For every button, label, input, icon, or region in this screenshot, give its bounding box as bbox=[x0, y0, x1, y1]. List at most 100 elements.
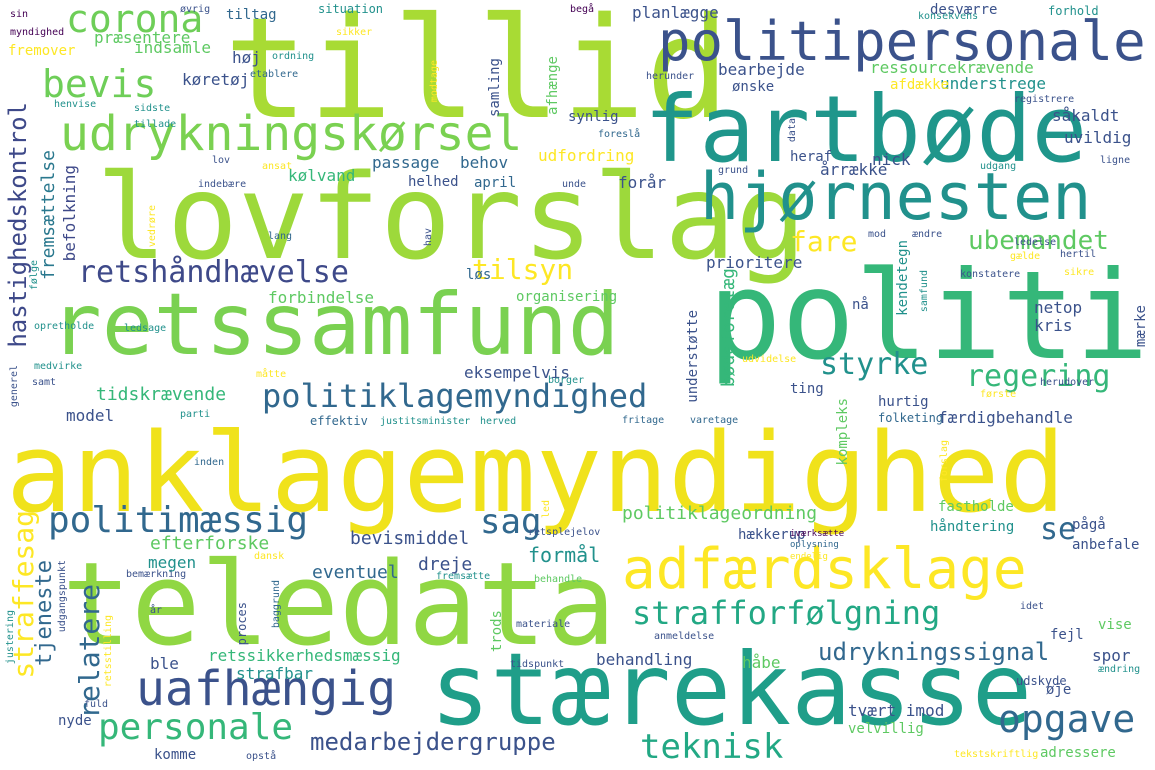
word: tidspunkt bbox=[510, 659, 565, 670]
word: retssikkerhedsmæssig bbox=[208, 646, 401, 665]
word: indebære bbox=[198, 179, 247, 190]
word: personale bbox=[98, 707, 294, 748]
word: strafforfølgning bbox=[632, 594, 941, 632]
word: lang bbox=[268, 231, 293, 242]
word: ubemandet bbox=[968, 226, 1109, 256]
word: tillade bbox=[134, 119, 177, 130]
word: hurtig bbox=[878, 394, 929, 410]
word: data bbox=[787, 118, 798, 143]
word: sidste bbox=[134, 103, 171, 114]
word: heraf bbox=[790, 149, 833, 165]
word: retsstilling bbox=[103, 615, 114, 688]
word: varetage bbox=[690, 415, 739, 426]
word: effektiv bbox=[310, 414, 368, 428]
word: helhed bbox=[408, 174, 459, 190]
word: idet bbox=[1020, 601, 1045, 612]
word: corona bbox=[66, 0, 204, 41]
word: understrege bbox=[940, 74, 1046, 93]
word: spor bbox=[1092, 646, 1131, 665]
word: fritage bbox=[622, 415, 665, 426]
word: vise bbox=[1098, 617, 1132, 633]
word: ændre bbox=[912, 229, 943, 240]
word: synlig bbox=[568, 109, 619, 125]
word: samt bbox=[32, 377, 57, 388]
word: mærke bbox=[1133, 305, 1149, 348]
word: organisering bbox=[516, 289, 618, 305]
word: kris bbox=[1034, 316, 1073, 335]
word: forbindelse bbox=[268, 288, 374, 307]
word: endelig bbox=[790, 552, 828, 562]
word: behandle bbox=[534, 574, 583, 585]
word: pågå bbox=[1072, 517, 1106, 533]
word: lovforslag bbox=[96, 148, 807, 286]
word: efterforske bbox=[150, 533, 270, 554]
word: nå bbox=[852, 297, 869, 313]
word: tilsyn bbox=[472, 253, 574, 286]
word: opgave bbox=[998, 697, 1136, 741]
word: sin bbox=[10, 9, 29, 20]
word: øvrig bbox=[180, 4, 211, 15]
word: samfund bbox=[919, 270, 930, 313]
word: komme bbox=[154, 747, 197, 763]
word: såkaldt bbox=[1052, 106, 1120, 125]
word: situation bbox=[318, 2, 384, 16]
word: løs bbox=[466, 267, 492, 283]
word: justitsminister bbox=[380, 416, 471, 427]
word: forslag bbox=[939, 440, 950, 483]
word: unde bbox=[562, 179, 587, 190]
word: hækkerup bbox=[738, 527, 806, 543]
word: styrke bbox=[820, 347, 929, 382]
word: ting bbox=[790, 381, 824, 397]
word: registrere bbox=[1014, 94, 1075, 105]
word: hertil bbox=[1060, 249, 1097, 260]
word: ændring bbox=[1098, 664, 1141, 675]
word: indsamle bbox=[134, 38, 212, 57]
word: behov bbox=[460, 153, 509, 172]
word: følge bbox=[29, 260, 40, 291]
word: herved bbox=[480, 416, 517, 427]
word: fare bbox=[790, 225, 858, 258]
word: passage bbox=[372, 153, 440, 172]
word: afdække bbox=[890, 77, 950, 93]
word: led bbox=[541, 500, 552, 519]
word: inden bbox=[194, 457, 225, 468]
word: baggrund bbox=[271, 580, 282, 629]
word: udrykningssignal bbox=[818, 638, 1050, 666]
word: dreje bbox=[418, 554, 473, 575]
word: år bbox=[150, 605, 163, 616]
word: behandling bbox=[596, 650, 693, 669]
word: tekstskriftlig bbox=[954, 749, 1039, 760]
word: bevismiddel bbox=[350, 528, 470, 549]
word: hastighedskontrol bbox=[4, 102, 32, 348]
word: hjørnesten bbox=[700, 160, 1092, 235]
word: mod bbox=[868, 229, 887, 240]
word: velvillig bbox=[848, 721, 924, 737]
word: etablere bbox=[250, 69, 299, 80]
word: justering bbox=[5, 610, 16, 665]
word: fastholde bbox=[938, 499, 1014, 515]
word: udfordring bbox=[538, 146, 635, 165]
word: færdigbehandle bbox=[938, 408, 1073, 427]
word: herudover bbox=[1040, 377, 1095, 388]
word: fuld bbox=[84, 699, 109, 710]
word: tidskrævende bbox=[96, 384, 227, 405]
word: tiltag bbox=[226, 7, 277, 23]
word: samling bbox=[487, 58, 503, 118]
word: politipersonale bbox=[658, 10, 1146, 73]
word: teknisk bbox=[640, 727, 784, 767]
word: befolkning bbox=[60, 165, 79, 262]
word: bødeforelæg bbox=[718, 268, 739, 388]
word: konstatere bbox=[960, 269, 1021, 280]
word: model bbox=[66, 406, 115, 425]
word: grund bbox=[718, 165, 749, 176]
word: medarbejdergruppe bbox=[310, 728, 556, 756]
word: bearbejde bbox=[718, 60, 805, 79]
word: teledata bbox=[62, 538, 616, 672]
word: retsplejelov bbox=[528, 527, 601, 538]
word: kølvand bbox=[288, 166, 356, 185]
word: ligne bbox=[1100, 155, 1131, 166]
word: ledsage bbox=[124, 323, 167, 334]
word: nyde bbox=[58, 713, 92, 729]
word: kompleks bbox=[835, 398, 851, 466]
word: udskyde bbox=[1016, 674, 1067, 688]
